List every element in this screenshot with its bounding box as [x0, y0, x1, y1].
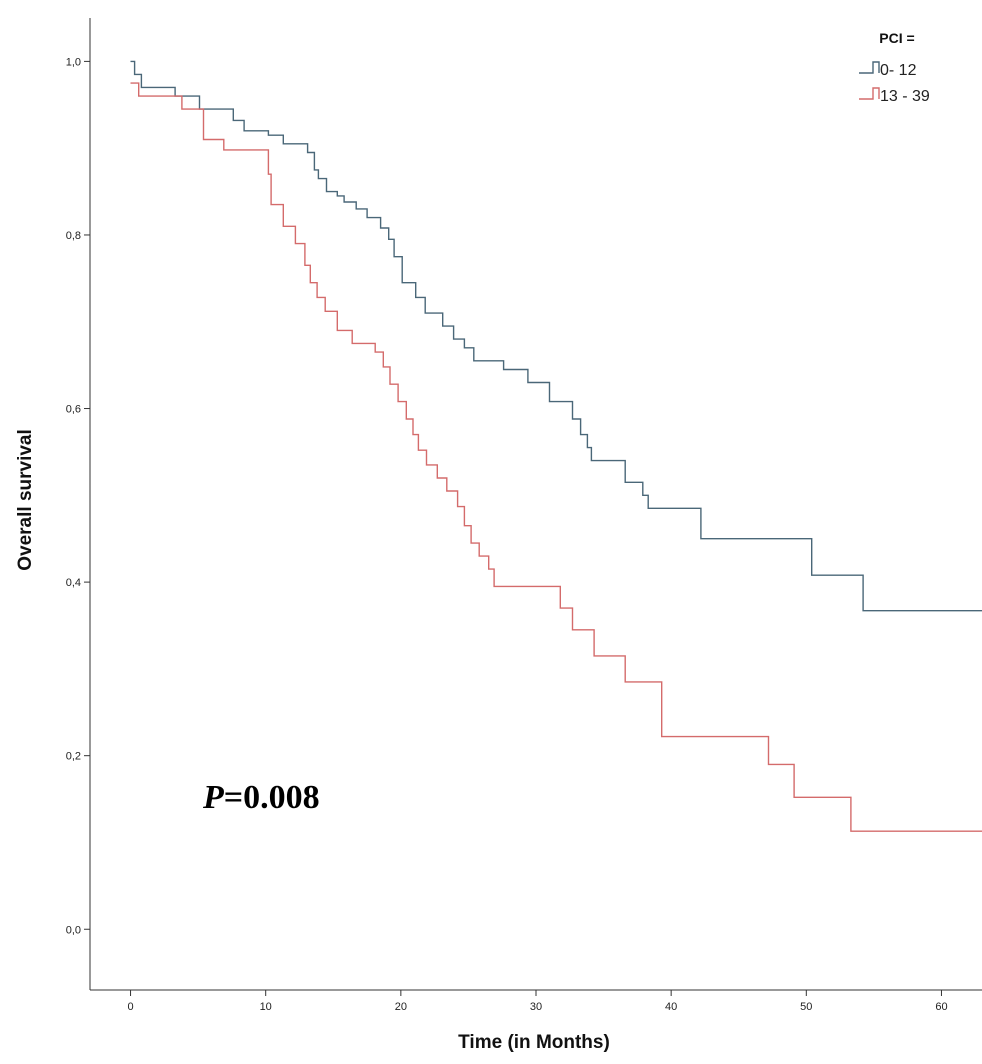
y-tick-label: 1,0: [66, 56, 81, 68]
p-value-number: =0.008: [224, 779, 320, 816]
x-tick-label: 0: [127, 1001, 133, 1013]
p-value-annotation: P=0.008: [202, 779, 320, 816]
y-tick-label: 0,0: [66, 924, 81, 936]
x-tick-label: 50: [800, 1001, 812, 1013]
y-axis-title: Overall survival: [15, 429, 36, 571]
x-axis-title: Time (in Months): [458, 1032, 610, 1053]
x-tick-label: 40: [665, 1001, 677, 1013]
x-tick-label: 20: [395, 1001, 407, 1013]
legend-label-series-1: 0- 12: [880, 62, 917, 79]
y-tick-label: 0,8: [66, 230, 81, 242]
x-tick-label: 60: [935, 1001, 947, 1013]
y-tick-label: 0,4: [66, 577, 81, 589]
y-tick-label: 0,2: [66, 751, 81, 763]
p-value-symbol: P: [202, 779, 224, 816]
x-tick-label: 30: [530, 1001, 542, 1013]
y-tick-label: 0,6: [66, 404, 81, 416]
x-tick-label: 10: [260, 1001, 272, 1013]
legend-label-series-2: 13 - 39: [880, 88, 930, 105]
legend-title: PCI =: [879, 30, 914, 46]
